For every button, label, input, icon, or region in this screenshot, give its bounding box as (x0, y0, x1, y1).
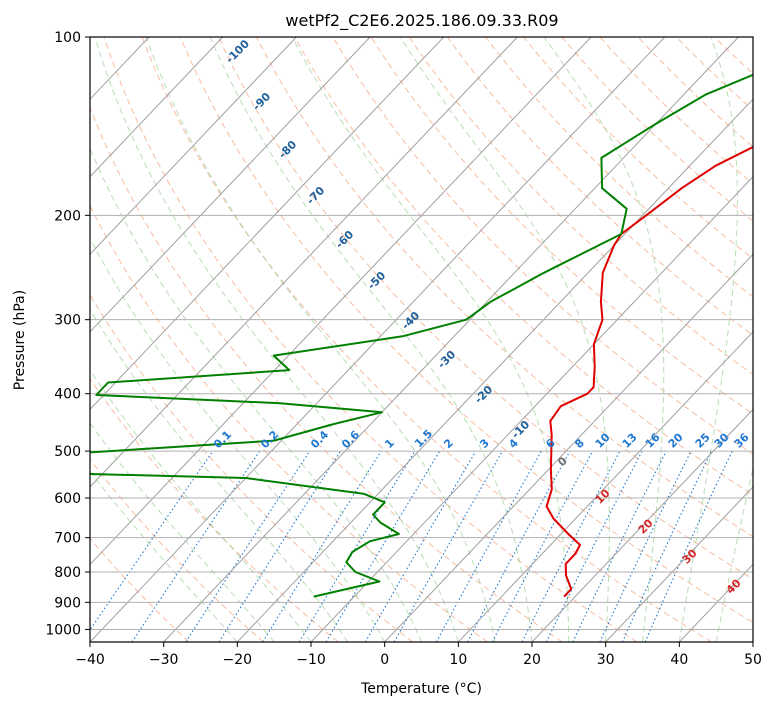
x-tick-label: 10 (449, 652, 467, 668)
moist-adiabat (90, 308, 349, 642)
isotherm-line (531, 408, 753, 642)
y-tick-label: 300 (54, 313, 81, 329)
moist-adiabat (715, 466, 753, 642)
mixing-ratio-line (298, 450, 416, 642)
isotherm-line (752, 641, 753, 642)
x-tick-label: 20 (523, 652, 541, 668)
mixing-ratio-line (393, 450, 503, 642)
mixing-ratio-line (572, 450, 667, 642)
x-tick-label: −40 (75, 652, 105, 668)
chart-title: wetPf2_C2E6.2025.186.09.33.R09 (285, 11, 558, 31)
moist-adiabat (90, 470, 238, 642)
moist-adiabat (543, 37, 665, 642)
y-tick-label: 400 (54, 387, 81, 403)
mixing-ratio-line (435, 450, 542, 642)
mixing-ratio-line (467, 450, 571, 642)
dry-adiabat (90, 458, 264, 642)
isotherm-line (384, 253, 753, 642)
isotherm-line (90, 37, 297, 256)
background-lines (0, 37, 753, 642)
mixing-ratio-line (545, 450, 643, 642)
isotherm-line (90, 37, 592, 566)
mixing-ratio-line (90, 450, 214, 631)
dry-adiabat (90, 204, 488, 642)
isotherm-line (236, 98, 753, 642)
plot-frame (89, 36, 754, 643)
mixing-ratio-line (218, 450, 341, 642)
dry-adiabat (294, 37, 753, 496)
y-tick-label: 800 (54, 565, 81, 581)
dry-adiabat (370, 37, 753, 415)
x-tick-label: −30 (149, 652, 179, 668)
isotherm-line (90, 37, 518, 488)
dry-adiabat (103, 37, 638, 642)
isotherm-line (457, 331, 753, 642)
x-tick-label: −20 (223, 652, 253, 668)
moist-adiabat (145, 37, 496, 642)
x-tick-label: 50 (744, 652, 762, 668)
isotherm-line (163, 37, 739, 642)
axes: −40 −30 −20 −10 0 10 20 30 40 50 100 200 300 400 500 60… (45, 30, 762, 668)
x-tick-label: 0 (380, 652, 389, 668)
dry-adiabat (408, 37, 753, 375)
dewpoint-profile (90, 73, 753, 598)
x-tick-label: 40 (670, 652, 688, 668)
mixing-ratio-line (262, 450, 382, 642)
mixing-ratio-line (185, 450, 311, 642)
isotherm-line (90, 37, 371, 333)
moist-adiabat (94, 37, 459, 642)
y-axis-title: Pressure (hPa) (12, 290, 28, 390)
x-axis-title: Temperature (°C) (360, 681, 482, 697)
isotherm-line (310, 176, 753, 642)
y-tick-label: 600 (54, 491, 81, 507)
plot-background (90, 37, 753, 642)
moist-adiabat (90, 422, 275, 642)
isotherm-line (605, 486, 753, 642)
x-tick-label: −10 (296, 652, 326, 668)
profiles (90, 73, 753, 598)
moist-adiabat (399, 37, 610, 642)
y-tick-label: 700 (54, 531, 81, 547)
y-tick-label: 1000 (45, 622, 81, 638)
dry-adiabat (217, 37, 753, 580)
dry-adiabat (446, 37, 753, 336)
isotherm-line (90, 37, 224, 178)
dry-adiabat (332, 37, 753, 455)
y-tick-label: 200 (54, 208, 81, 224)
isotherm-line (90, 37, 445, 411)
temperature-profile (545, 145, 753, 598)
x-tick-label: 30 (597, 652, 615, 668)
dry-adiabat (752, 37, 753, 39)
dry-adiabat (90, 537, 190, 642)
y-tick-label: 900 (54, 595, 81, 611)
y-tick-label: 500 (54, 444, 81, 460)
moist-adiabat (209, 37, 533, 642)
dry-adiabat (90, 106, 563, 642)
moist-adiabat (90, 237, 386, 642)
moist-adiabat (291, 37, 570, 642)
y-tick-label: 100 (54, 30, 81, 46)
isotherm-line (0, 37, 2, 642)
dry-adiabat (141, 37, 712, 642)
moist-adiabat (678, 37, 738, 642)
